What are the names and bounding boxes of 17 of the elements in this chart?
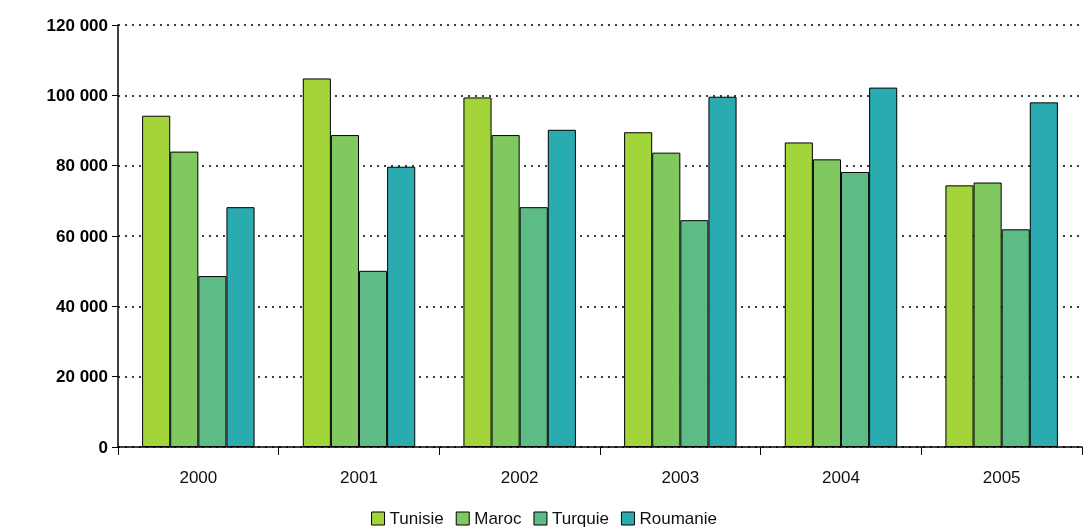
x-tick-label: 2004 <box>822 468 860 487</box>
x-tick-label: 2000 <box>179 468 218 487</box>
x-tick-label: 2001 <box>340 468 378 487</box>
y-tick-label: 20 000 <box>56 367 108 387</box>
y-tick-label: 0 <box>98 437 108 457</box>
y-tick-label: 120 000 <box>46 15 108 35</box>
y-tick-label: 100 000 <box>46 85 108 105</box>
y-tick-label: 40 000 <box>56 296 108 316</box>
x-tick-label: 2003 <box>661 468 700 487</box>
x-tick-label: 2002 <box>500 468 539 487</box>
y-tick-label: 80 000 <box>56 156 108 176</box>
legend-label: Turquie <box>551 509 609 528</box>
legend-label: Tunisie <box>389 509 444 528</box>
legend-label: Roumanie <box>639 509 717 528</box>
y-tick-label: 60 000 <box>56 226 108 246</box>
x-tick-label: 2005 <box>982 468 1021 487</box>
legend-label: Maroc <box>474 509 522 528</box>
